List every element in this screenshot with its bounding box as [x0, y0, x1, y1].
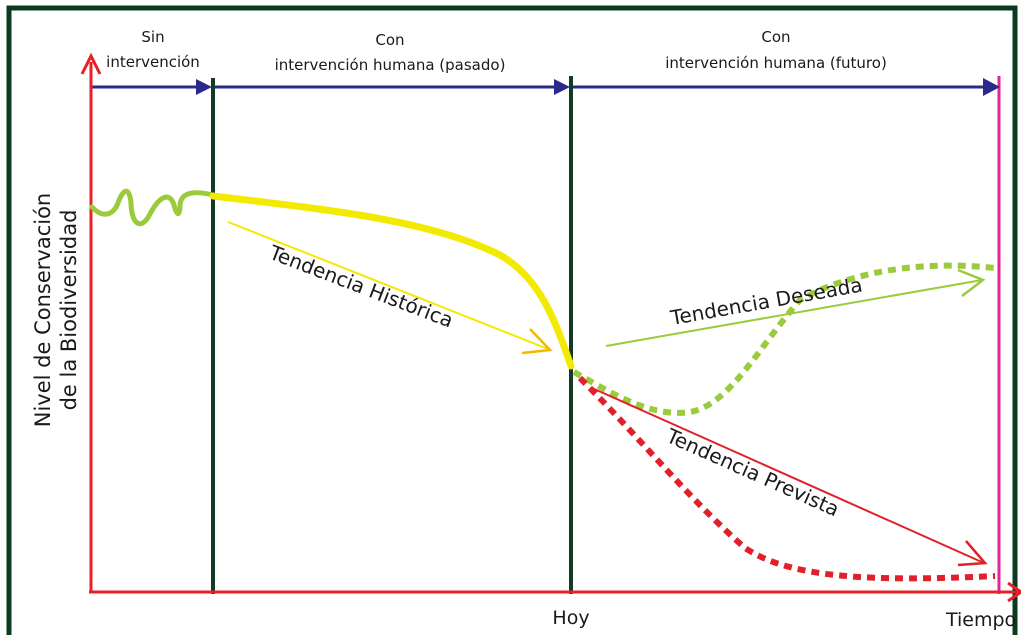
phase-futuro-top: Con: [761, 28, 790, 46]
y-axis-label-line1: Nivel de Conservación: [31, 193, 55, 427]
timeline-arrowhead-pasado: [554, 79, 570, 95]
today-label: Hoy: [552, 607, 589, 629]
expected-trend-arrow: [591, 387, 985, 564]
desired-trend-arrow: [605, 279, 983, 347]
phase-pasado-top: Con: [375, 31, 404, 49]
squiggle-line: [89, 188, 216, 227]
phase-sin-bottom: intervención: [106, 53, 200, 71]
timeline-arrowhead-sin: [196, 79, 212, 95]
historic-trend-arrowhead: [521, 328, 553, 355]
expected-trend-arrowhead: [957, 540, 988, 567]
diagram-frame: [6, 5, 1018, 635]
y-axis-label-line2: de la Biodiversidad: [57, 210, 81, 411]
desired-trend-arrowhead: [957, 268, 986, 297]
trend-prevista-label: Tendencia Prevista: [662, 423, 843, 521]
historic-curve: [209, 192, 575, 370]
timeline-arrowhead-futuro: [983, 78, 1000, 96]
x-axis-arrowhead: [1007, 581, 1021, 603]
desired-curve: [572, 262, 996, 416]
phase-pasado-bottom: intervención humana (pasado): [275, 56, 506, 74]
trend-deseada-label: Tendencia Deseada: [668, 273, 864, 331]
trend-historica-label: Tendencia Histórica: [265, 240, 456, 333]
y-axis-arrowhead: [80, 52, 102, 75]
phase-sin-top: Sin: [141, 28, 164, 46]
phase-futuro-bottom: intervención humana (futuro): [665, 54, 887, 72]
historic-trend-arrow: [227, 221, 549, 350]
x-axis-label: Tiempo: [945, 609, 1016, 631]
